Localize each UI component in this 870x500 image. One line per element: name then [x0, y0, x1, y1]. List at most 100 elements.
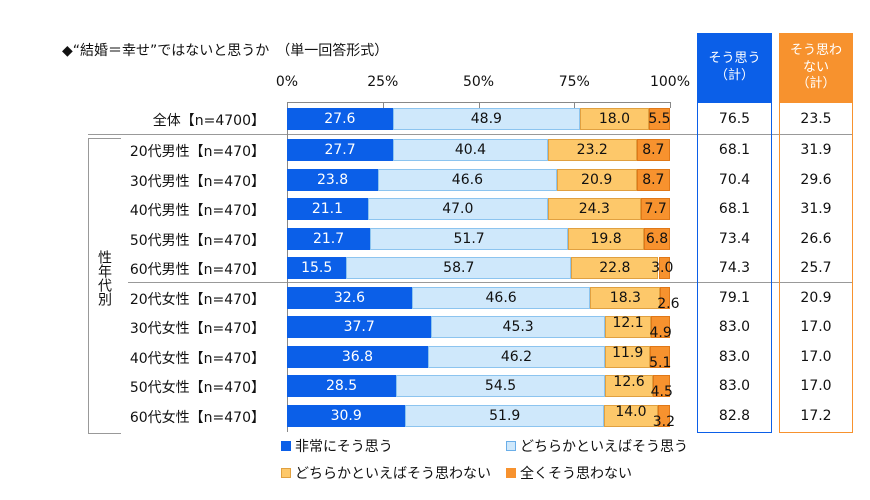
- x-tick-mark: [478, 102, 480, 108]
- x-tick-mark: [382, 102, 384, 108]
- legend-label: 全くそう思わない: [520, 466, 632, 482]
- bar-segment: [604, 404, 658, 427]
- bar-segment: [287, 404, 406, 427]
- legend-item: 非常にそう思う: [281, 436, 393, 456]
- total-value: 17.2: [800, 407, 832, 424]
- legend-item: どちらかといえばそう思わない: [281, 463, 491, 483]
- x-tick-mark: [574, 102, 576, 108]
- bar-value-label: 40.4: [454, 142, 487, 158]
- total-value: 70.4: [718, 171, 751, 188]
- bar-segment: [287, 108, 393, 130]
- x-tick-mark: [670, 102, 671, 108]
- bar-value-label: 4.9: [649, 325, 672, 341]
- total-value: 29.6: [800, 171, 832, 188]
- bar-segment: [405, 404, 605, 427]
- bar-segment: [427, 345, 605, 368]
- bar-segment: [657, 404, 670, 427]
- bar-segment: [287, 139, 394, 161]
- bar-value-label: 27.7: [324, 142, 356, 158]
- category-label: 30代女性【n=470】: [129, 321, 265, 337]
- bar-value-label: 14.0: [615, 403, 647, 420]
- divider-gender: [128, 282, 853, 283]
- total-value: 17.0: [800, 319, 832, 335]
- total-value: 74.3: [718, 260, 751, 276]
- totals-column-frame: [697, 33, 772, 433]
- total-value: 17.0: [800, 378, 832, 394]
- total-value: 68.1: [718, 142, 751, 158]
- bar-segment: [643, 227, 670, 250]
- bar-segment: [636, 139, 670, 161]
- total-value: 31.9: [800, 201, 832, 217]
- bar-value-label: 5.1: [649, 354, 672, 371]
- total-value: 20.9: [800, 289, 832, 306]
- bar-value-label: 12.1: [612, 315, 644, 331]
- category-label: 全体【n=4700】: [152, 113, 265, 129]
- total-value: 82.8: [718, 407, 751, 424]
- x-tick-label: 25%: [367, 74, 399, 90]
- category-label: 20代女性【n=470】: [129, 291, 265, 308]
- total-value: 76.5: [718, 111, 751, 127]
- bar-segment: [579, 108, 649, 130]
- bar-value-label: 28.5: [325, 378, 358, 394]
- bar-segment: [287, 345, 428, 368]
- bar-value-label: 47.0: [442, 201, 474, 217]
- bar-segment: [367, 198, 548, 220]
- bar-segment: [370, 227, 569, 250]
- bar-segment: [658, 257, 670, 279]
- bar-value-label: 7.7: [644, 201, 667, 217]
- bar-segment: [287, 286, 412, 309]
- x-tick-label: 75%: [558, 74, 590, 90]
- total-value: 31.9: [800, 142, 832, 158]
- x-axis-line: [287, 102, 670, 103]
- bar-segment: [590, 286, 661, 309]
- bar-segment: [568, 227, 644, 250]
- group-label: 性年代別: [96, 250, 112, 306]
- x-tick-label: 0%: [275, 74, 299, 90]
- bar-value-label: 2.6: [657, 295, 680, 312]
- bar-value-label: 27.6: [324, 111, 356, 127]
- bar-segment: [604, 316, 652, 338]
- category-label: 40代女性【n=470】: [129, 350, 265, 367]
- legend-label: 非常にそう思う: [295, 439, 393, 455]
- legend-swatch: [281, 441, 291, 451]
- bar-segment: [651, 316, 670, 338]
- total-value: 17.0: [800, 348, 832, 365]
- bar-value-label: 18.0: [598, 111, 631, 127]
- category-label: 30代男性【n=470】: [129, 173, 265, 190]
- bar-value-label: 48.9: [470, 111, 502, 127]
- legend-item: どちらかといえばそう思う: [506, 436, 688, 456]
- bar-value-label: 8.7: [642, 171, 665, 188]
- total-value: 23.5: [800, 111, 832, 127]
- category-label: 40代男性【n=470】: [129, 203, 265, 219]
- totals-header-0: そう思う（計）: [697, 33, 772, 103]
- bar-segment: [287, 316, 432, 338]
- bar-value-label: 4.5: [650, 384, 673, 400]
- bar-value-label: 15.5: [301, 260, 333, 276]
- total-value: 83.0: [718, 348, 751, 365]
- bar-segment: [287, 227, 371, 250]
- bar-segment: [287, 257, 347, 279]
- totals-column-frame: [779, 33, 853, 433]
- bar-segment: [604, 345, 651, 368]
- group-bracket: [88, 138, 121, 434]
- bar-segment: [640, 198, 671, 220]
- total-value: 83.0: [718, 319, 751, 335]
- x-tick-label: 50%: [462, 74, 495, 90]
- bar-segment: [378, 168, 557, 191]
- bar-value-label: 21.1: [311, 201, 343, 217]
- divider-total: [88, 134, 853, 135]
- bar-value-label: 6.8: [645, 230, 669, 247]
- bar-segment: [393, 139, 548, 161]
- legend-label: どちらかといえばそう思う: [520, 439, 688, 455]
- bar-value-label: 12.6: [613, 374, 645, 390]
- total-value: 73.4: [718, 230, 751, 247]
- bar-value-label: 46.6: [451, 171, 483, 188]
- bar-segment: [346, 257, 572, 279]
- total-value: 83.0: [718, 378, 751, 394]
- total-value: 79.1: [718, 289, 751, 306]
- bar-segment: [556, 168, 637, 191]
- bar-segment: [287, 198, 368, 220]
- legend-swatch: [506, 468, 516, 478]
- bar-value-label: 32.6: [333, 289, 366, 306]
